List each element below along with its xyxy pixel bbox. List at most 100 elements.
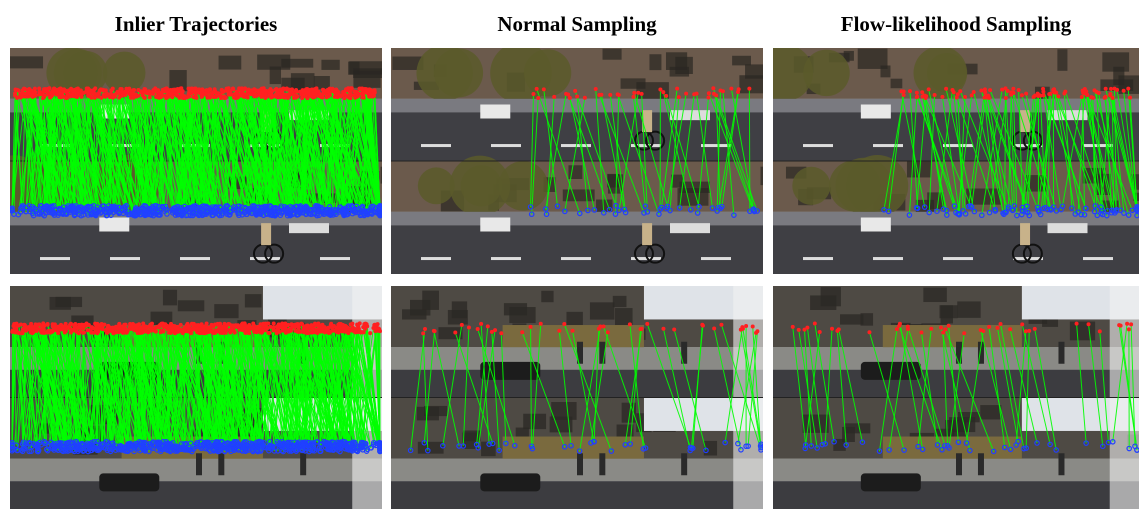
feature-point-frame1	[342, 96, 347, 101]
feature-point-frame2	[667, 207, 673, 214]
feature-point-frame1	[271, 321, 276, 326]
feature-point-frame1	[11, 324, 16, 329]
feature-point-frame1	[31, 330, 36, 335]
tree	[773, 48, 814, 102]
tree	[46, 48, 98, 99]
trajectory-line	[24, 93, 37, 212]
trajectory-line	[1040, 89, 1055, 215]
tree	[792, 166, 831, 205]
feature-point-frame1	[64, 96, 69, 101]
trajectory-line	[35, 95, 42, 209]
feature-point-frame1	[160, 328, 165, 333]
trajectory-line	[126, 330, 163, 450]
feature-point-frame1	[729, 86, 734, 91]
feature-point-frame1	[920, 90, 925, 95]
feature-point-frame1	[311, 87, 316, 92]
feature-point-frame1	[13, 91, 18, 96]
window	[739, 75, 763, 94]
feature-point-frame2	[89, 209, 96, 216]
trajectory-line	[245, 323, 254, 449]
window	[615, 308, 633, 328]
feature-point-frame1	[914, 95, 919, 100]
car	[480, 217, 511, 232]
lane-marking	[250, 257, 280, 261]
window	[281, 58, 314, 68]
trajectory-line	[1021, 95, 1057, 212]
trajectory-lines	[11, 323, 381, 452]
feature-point-frame2	[108, 440, 115, 447]
trajectory-line	[593, 328, 600, 442]
trajectory-line	[352, 326, 359, 449]
feature-point-frame2	[43, 446, 50, 453]
trajectory-line	[1010, 94, 1015, 206]
window	[438, 327, 463, 340]
feature-point-frame1	[67, 93, 72, 98]
window	[1057, 49, 1068, 71]
feature-point-frame2	[337, 207, 343, 214]
feature-point-frame2	[310, 443, 317, 449]
trajectory-line	[491, 331, 500, 451]
feature-point-frame2	[269, 209, 276, 215]
feature-point-frame2	[182, 446, 189, 452]
trajectory-line	[228, 94, 259, 214]
road	[391, 481, 763, 509]
feature-point-frame1	[157, 323, 162, 328]
window	[551, 402, 577, 420]
feature-point-frame2	[10, 439, 15, 446]
feature-point-frame1	[598, 324, 603, 329]
trajectory-line	[259, 93, 271, 207]
feature-point-frame2	[621, 206, 628, 213]
trajectory-line	[326, 95, 331, 214]
trajectory-line	[241, 327, 284, 444]
trajectory-line	[159, 328, 177, 445]
trajectory-line	[590, 332, 609, 444]
feature-point-frame2	[142, 212, 148, 219]
feature-point-frame1	[296, 322, 301, 327]
trajectory-line	[722, 91, 735, 216]
trajectory-line	[112, 97, 160, 213]
window	[392, 56, 424, 70]
trajectory-line	[724, 327, 743, 443]
trajectory-line	[673, 329, 707, 451]
feature-point-frame2	[156, 440, 163, 446]
feature-point-frame1	[353, 95, 358, 100]
trajectory-line	[1043, 95, 1062, 210]
trajectory-line	[1110, 88, 1138, 210]
trajectory-line	[281, 326, 318, 443]
feature-point-frame1	[279, 324, 284, 329]
feature-point-frame1	[153, 86, 158, 91]
feature-point-frame1	[239, 93, 244, 98]
feature-point-frame1	[87, 92, 92, 97]
feature-point-frame2	[164, 211, 170, 217]
panel-row2-inlier-trajectories	[10, 286, 382, 509]
feature-point-frame1	[639, 91, 644, 96]
window	[218, 55, 242, 70]
feature-point-frame2	[159, 446, 165, 453]
trajectory-line	[132, 90, 154, 213]
feature-point-frame1	[1000, 87, 1005, 92]
feature-point-frame1	[632, 90, 637, 95]
trajectory-line	[973, 91, 1005, 215]
feature-point-frame1	[22, 86, 27, 91]
pedestrian	[599, 453, 606, 476]
feature-point-frame2	[347, 441, 353, 448]
trajectory-line	[297, 96, 316, 215]
feature-point-frame1	[271, 94, 276, 99]
trajectory-line	[248, 333, 259, 446]
feature-point-frame1	[114, 91, 119, 96]
lane-marking	[1013, 257, 1043, 261]
feature-point-frame1	[1003, 96, 1008, 101]
feature-point-frame2	[926, 209, 933, 216]
feature-point-frame1	[735, 90, 740, 95]
second-frame-points	[10, 438, 382, 455]
window	[857, 48, 888, 69]
feature-point-frame1	[313, 329, 318, 334]
trajectory-line	[349, 330, 372, 448]
feature-point-frame1	[276, 323, 281, 328]
feature-point-frame2	[527, 204, 534, 210]
car	[1047, 223, 1088, 234]
lane-marking	[1013, 144, 1043, 148]
trajectory-line	[291, 91, 319, 209]
trajectory-line	[76, 95, 107, 212]
feature-point-frame2	[968, 204, 975, 210]
